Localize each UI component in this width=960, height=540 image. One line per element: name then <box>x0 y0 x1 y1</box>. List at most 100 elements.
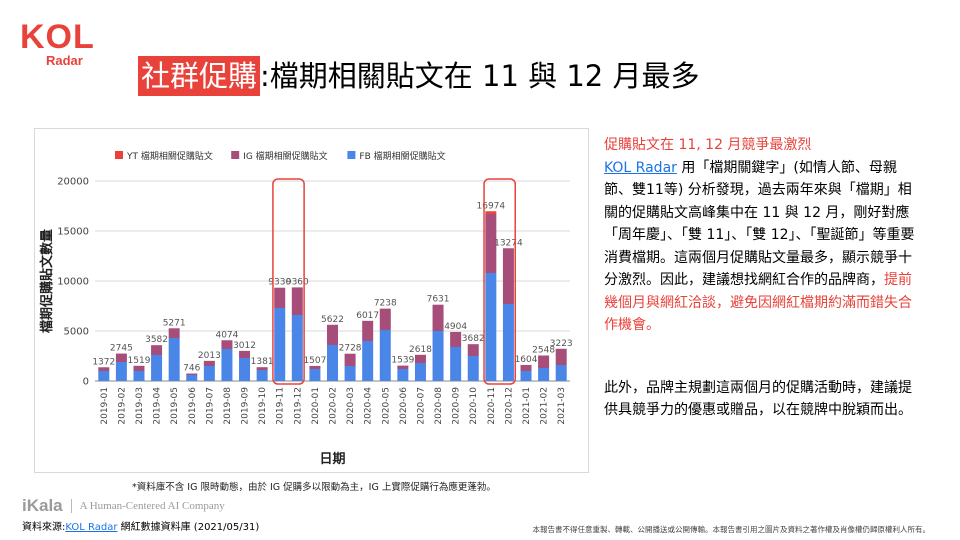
bar-total-label: 3012 <box>233 341 256 351</box>
bar-segment <box>362 320 374 341</box>
bar-segment <box>186 373 198 375</box>
bar-segment <box>203 366 215 381</box>
bar-segment <box>450 347 462 381</box>
bar-segment <box>467 344 479 356</box>
bar-segment <box>309 365 321 369</box>
x-tick-label: 2019-08 <box>223 387 233 425</box>
bar-segment <box>414 363 426 381</box>
bar-total-label: 3682 <box>462 334 485 344</box>
bar-segment <box>555 365 567 381</box>
bar-segment <box>485 211 497 214</box>
x-tick-label: 2020-04 <box>364 387 374 425</box>
bar-segment <box>362 341 374 381</box>
x-tick-label: 2019-03 <box>135 387 145 425</box>
brand-divider <box>70 499 72 513</box>
legend-swatch <box>231 151 240 159</box>
copyright-notice: 本報告書不得任意重製、轉載、公開播送或公開傳輸。本報告書引用之圖片及資料之著作權… <box>532 525 931 534</box>
y-tick-label: 10000 <box>57 277 89 288</box>
bar-segment <box>98 367 110 371</box>
bar-segment <box>520 364 532 371</box>
bar-segment <box>221 340 233 349</box>
legend-label: YT 檔期相關促購貼文 <box>126 150 213 162</box>
bar-segment <box>133 365 145 371</box>
bar-segment <box>555 348 567 365</box>
bar-segment <box>327 324 338 345</box>
bar-segment <box>379 330 391 381</box>
bar-segment <box>274 287 286 308</box>
legend-swatch <box>347 151 356 159</box>
bar-segment <box>485 213 497 273</box>
side-heading: 促購貼文在 11, 12 月競爭最激烈 <box>604 137 812 153</box>
kol-radar-logo: KOL Radar <box>20 20 110 80</box>
bar-segment <box>432 304 444 331</box>
ikala-tagline: A Human-Centered AI Company <box>79 500 225 512</box>
bar-total-label: 5271 <box>163 318 186 328</box>
bar-total-label: 2728 <box>339 344 362 354</box>
ikala-brand: iKala A Human-Centered AI Company <box>22 496 225 516</box>
bar-segment <box>538 368 550 381</box>
bar-segment <box>309 369 321 381</box>
x-tick-label: 2020-11 <box>487 387 497 425</box>
source-prefix: 資料來源: <box>22 522 66 533</box>
x-tick-label: 2019-06 <box>188 387 198 425</box>
bar-segment <box>432 331 444 381</box>
side-paragraph-2: 此外，品牌主規劃這兩個月的促購活動時，建議提供具競爭力的優惠或贈品，以在競牌中脫… <box>604 379 912 419</box>
y-tick-label: 20000 <box>57 177 89 188</box>
bar-segment <box>203 360 215 366</box>
bar-total-label: 1604 <box>515 355 538 365</box>
bar-total-label: 1381 <box>251 357 274 367</box>
bar-segment <box>538 355 550 368</box>
y-tick-label: 15000 <box>57 227 89 238</box>
side-p1-text: 用「檔期關鍵字」(如情人節、母親節、雙11等) 分析發現，過去兩年來與「檔期」相… <box>604 159 915 289</box>
x-tick-label: 2020-08 <box>434 387 444 425</box>
legend-label: IG 檔期相關促購貼文 <box>243 150 328 162</box>
legend-label: FB 檔期相關促購貼文 <box>359 150 445 162</box>
logo-sub-text: Radar <box>46 53 83 68</box>
bar-segment <box>133 371 145 381</box>
bar-segment <box>397 369 409 381</box>
kol-radar-link[interactable]: KOL Radar <box>604 159 677 176</box>
bar-total-label: 1539 <box>391 356 414 366</box>
x-tick-label: 2019-11 <box>276 387 286 425</box>
source-link[interactable]: KOL Radar <box>65 522 118 533</box>
title-rest: :檔期相關貼文在 11 與 12 月最多 <box>260 59 700 93</box>
y-tick-label: 5000 <box>64 327 89 338</box>
x-tick-label: 2020-02 <box>329 387 339 425</box>
paragraph-gap <box>604 337 920 377</box>
x-tick-label: 2019-01 <box>100 387 110 425</box>
x-tick-label: 2020-06 <box>399 387 409 425</box>
bar-total-label: 7631 <box>427 295 450 305</box>
x-tick-label: 2020-12 <box>504 387 514 425</box>
x-axis-label: 日期 <box>319 452 345 467</box>
x-tick-label: 2020-09 <box>452 387 462 425</box>
side-paragraph-1: KOL Radar 用「檔期關鍵字」(如情人節、母親節、雙11等) 分析發現，過… <box>604 157 920 337</box>
bar-segment <box>520 371 532 381</box>
side-commentary: 促購貼文在 11, 12 月競爭最激烈 KOL Radar 用「檔期關鍵字」(如… <box>604 134 920 422</box>
bar-total-label: 2618 <box>409 345 432 355</box>
bar-segment <box>485 273 497 381</box>
bar-total-label: 6017 <box>356 311 379 321</box>
chart-panel: 0 5000 10000 15000 20000 YT 檔期相關促購貼文 IG 檔期相關促購… <box>34 128 589 473</box>
x-tick-label: 2021-01 <box>522 387 532 425</box>
bar-total-label: 4904 <box>444 322 467 332</box>
highlight-box <box>272 178 305 385</box>
bar-segment <box>151 345 163 355</box>
bar-total-label: 13274 <box>494 238 523 248</box>
x-tick-label: 2020-05 <box>381 387 391 425</box>
x-tick-label: 2019-09 <box>241 387 251 425</box>
bar-total-label: 7238 <box>374 299 397 309</box>
title-highlight: 社群促購 <box>138 56 261 96</box>
x-tick-label: 2020-10 <box>469 387 479 425</box>
chart-footnote: *資料庫不含 IG 限時動態，由於 IG 促購多以限動為主，IG 上實際促購行為… <box>132 482 496 493</box>
bar-segment <box>256 367 268 370</box>
bar-segment <box>291 287 303 315</box>
bar-segment <box>344 366 356 381</box>
x-tick-label: 2019-10 <box>258 387 268 425</box>
bar-total-label: 2548 <box>532 346 555 356</box>
source-suffix: 網紅數據資料庫 (2021/05/31) <box>117 522 260 533</box>
bar-segment <box>450 331 462 347</box>
bar-segment <box>168 338 180 381</box>
y-tick-label: 0 <box>83 377 89 388</box>
x-tick-label: 2021-03 <box>557 387 567 425</box>
data-source: 資料來源:KOL Radar 網紅數據資料庫 (2021/05/31) <box>22 518 259 533</box>
